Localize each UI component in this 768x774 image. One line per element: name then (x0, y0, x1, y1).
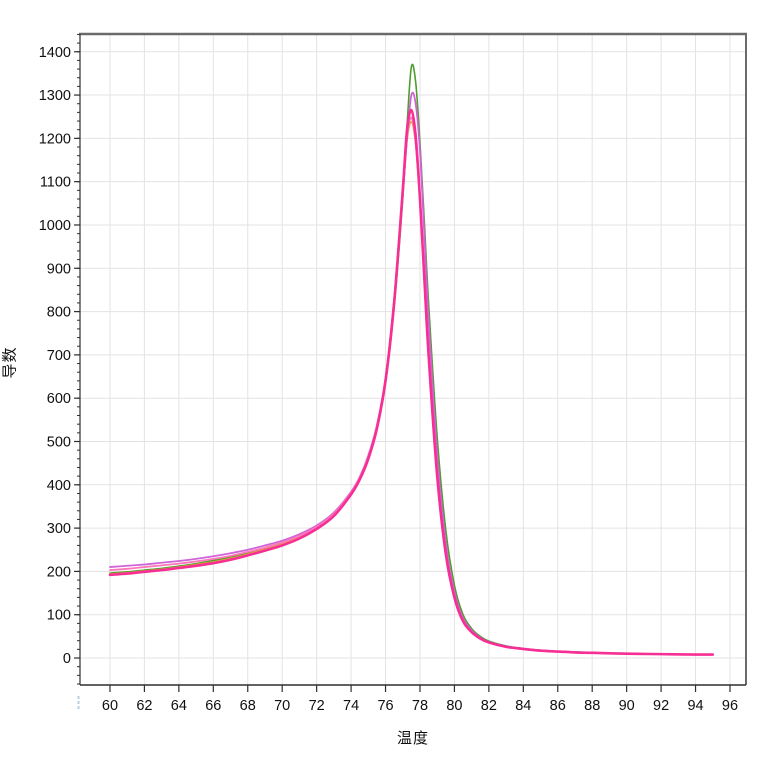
y-tick-label: 1000 (39, 218, 71, 234)
y-tick-label: 1100 (40, 175, 71, 191)
x-tick-label: 84 (515, 698, 531, 714)
x-tick-label: 94 (687, 698, 703, 714)
y-tick-label: 400 (47, 478, 71, 494)
x-tick-label: 64 (171, 698, 187, 714)
x-axis-title: 温度 (396, 730, 429, 747)
y-tick-label: 1300 (39, 88, 71, 104)
series-line-curve-orange (109, 121, 714, 656)
x-tick-label: 96 (722, 698, 738, 714)
y-tick-label: 900 (47, 261, 71, 277)
y-tick-label: 800 (47, 305, 71, 321)
x-tick-label: 74 (343, 698, 359, 714)
x-tick-label: 80 (446, 698, 462, 714)
x-tick-label: 88 (584, 698, 600, 714)
y-axis-title: 导数 (1, 346, 19, 379)
y-ticks (74, 33, 80, 685)
series-line-curve-pink-light (109, 116, 714, 656)
x-tick-label: 86 (550, 698, 566, 714)
y-tick-label: 200 (47, 564, 71, 580)
x-tick-label: 66 (205, 698, 221, 714)
x-tick-label: 70 (274, 698, 290, 714)
x-tick-label: 82 (481, 698, 497, 714)
y-tick-label: 100 (47, 608, 71, 624)
x-tick-label: 92 (653, 698, 669, 714)
series-line-curve-violet (109, 91, 714, 656)
x-ticks (109, 685, 731, 692)
x-tick-label: 90 (619, 698, 635, 714)
x-tick-label: 68 (240, 698, 256, 714)
x-tick-label: 72 (309, 698, 325, 714)
x-tick-label: 62 (136, 698, 152, 714)
plot-border (79, 32, 747, 686)
series-line-curve-pink (108, 108, 715, 656)
y-tick-label: 0 (63, 651, 71, 667)
y-tick-labels: 0 100 200 300 400 500 600 700 800 900 1000 1100 1200… (39, 45, 71, 667)
x-tick-label: 78 (412, 698, 428, 714)
x-tick-labels: 60 62 64 66 68 70 72 74 76 78 80 82 84 86 88 90 92 94 96 (102, 698, 738, 714)
series (108, 63, 715, 656)
y-tick-label: 500 (47, 434, 71, 450)
y-tick-label: 300 (47, 521, 71, 537)
x-tick-label: 76 (377, 698, 393, 714)
y-tick-label: 700 (47, 348, 71, 364)
y-tick-label: 600 (47, 391, 71, 407)
y-tick-label: 1400 (39, 45, 71, 61)
grid (80, 34, 746, 685)
x-tick-label: 60 (102, 698, 118, 714)
y-tick-label: 1200 (39, 131, 71, 147)
